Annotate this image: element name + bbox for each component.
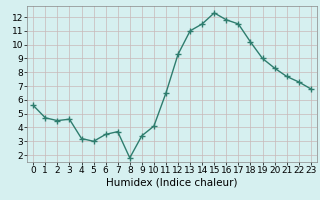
X-axis label: Humidex (Indice chaleur): Humidex (Indice chaleur)	[106, 178, 238, 188]
